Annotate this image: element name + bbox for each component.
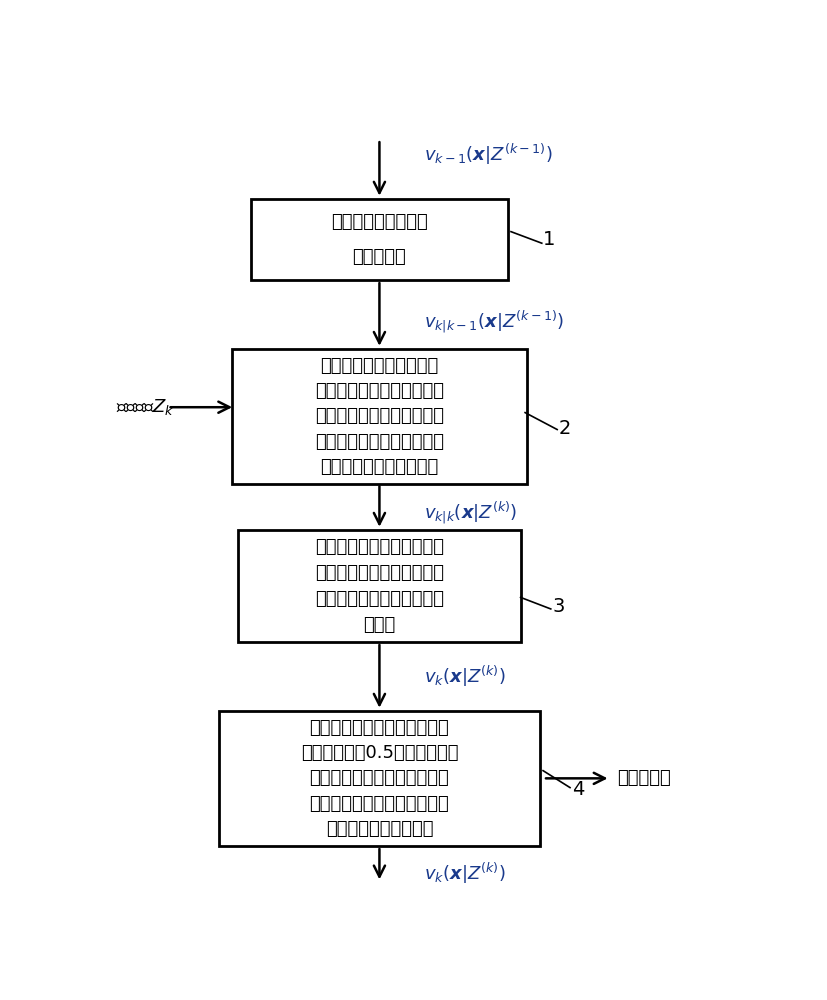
Text: $v_{k}(\boldsymbol{x}|Z^{(k)})$: $v_{k}(\boldsymbol{x}|Z^{(k)})$ <box>424 860 505 886</box>
Text: 预测当前时刻的后验: 预测当前时刻的后验 <box>331 213 428 231</box>
Text: $v_{k-1}(\boldsymbol{x}|Z^{(k-1)})$: $v_{k-1}(\boldsymbol{x}|Z^{(k-1)})$ <box>424 142 552 167</box>
Text: 2: 2 <box>558 418 571 438</box>
Text: $v_{k|k-1}(\boldsymbol{x}|Z^{(k-1)})$: $v_{k|k-1}(\boldsymbol{x}|Z^{(k-1)})$ <box>424 309 564 335</box>
Text: 测量集合$Z_k$: 测量集合$Z_k$ <box>116 397 174 417</box>
Text: 集、当前时刻目标被漏的信: 集、当前时刻目标被漏的信 <box>314 382 443 400</box>
Text: 1: 1 <box>543 230 555 249</box>
Text: 矩和高斯项: 矩和高斯项 <box>352 248 406 266</box>
Text: $v_{k}(\boldsymbol{x}|Z^{(k)})$: $v_{k}(\boldsymbol{x}|Z^{(k)})$ <box>424 663 505 689</box>
Text: 根据裁减与合并后的高斯项，: 根据裁减与合并后的高斯项， <box>309 719 449 737</box>
Text: 后验矩和高斯项求取当前时: 后验矩和高斯项求取当前时 <box>314 433 443 451</box>
Text: $v_{k|k}(\boldsymbol{x}|Z^{(k)})$: $v_{k|k}(\boldsymbol{x}|Z^{(k)})$ <box>424 499 517 526</box>
Text: 刻更新的后验矩和高斯项: 刻更新的后验矩和高斯项 <box>320 458 438 476</box>
Bar <box>238 530 520 642</box>
Text: 4: 4 <box>571 780 584 799</box>
Text: 的状态估计和误差估计: 的状态估计和误差估计 <box>325 820 433 838</box>
Text: 提取权重大于0.5的高斯项作为: 提取权重大于0.5的高斯项作为 <box>300 744 457 762</box>
Bar <box>218 711 539 846</box>
Text: 对更新后的高斯项进行裁减: 对更新后的高斯项进行裁减 <box>314 538 443 556</box>
Text: 的均值和方差分别为存活目标: 的均值和方差分别为存活目标 <box>309 795 449 813</box>
Text: 滤波器的输出，相应高斯项中: 滤波器的输出，相应高斯项中 <box>309 769 449 787</box>
Bar <box>232 349 526 484</box>
Text: 利用所述当前时刻的测量: 利用所述当前时刻的测量 <box>320 357 438 375</box>
Text: 后验矩: 后验矩 <box>363 616 395 634</box>
Text: 多目标状态: 多目标状态 <box>616 769 670 787</box>
Text: 息标识以及当前时刻预测的: 息标识以及当前时刻预测的 <box>314 407 443 425</box>
Text: 与合并，裁减与合并后的高: 与合并，裁减与合并后的高 <box>314 564 443 582</box>
Text: 斯项加权和构成当前时刻的: 斯项加权和构成当前时刻的 <box>314 590 443 608</box>
Bar <box>251 199 507 280</box>
Text: 3: 3 <box>552 597 564 616</box>
